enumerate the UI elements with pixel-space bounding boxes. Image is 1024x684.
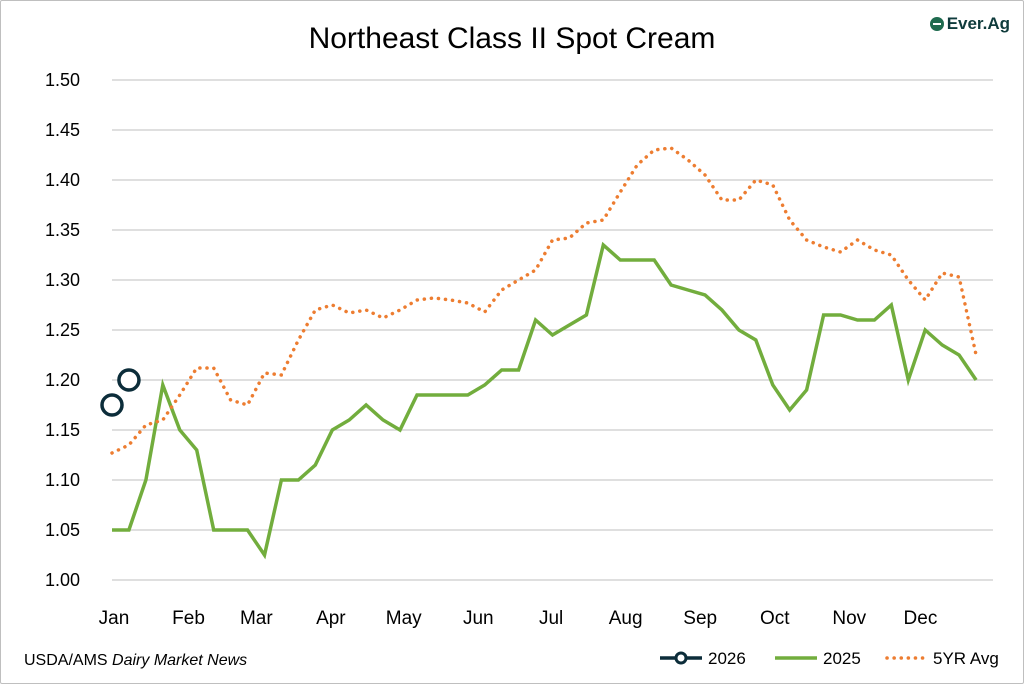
y-tick-label: 1.40 [45, 170, 80, 190]
x-tick-label: Jul [539, 608, 563, 629]
source-prefix: USDA/AMS [24, 652, 108, 669]
x-tick-label: Feb [172, 608, 205, 629]
x-tick-label: Oct [760, 608, 790, 629]
x-tick-label: Dec [904, 608, 938, 629]
y-tick-label: 1.00 [45, 570, 80, 590]
y-tick-label: 1.50 [45, 70, 80, 90]
series-line-5yr-avg [110, 146, 978, 455]
y-tick-label: 1.15 [45, 420, 80, 440]
legend-marker-2026 [674, 651, 688, 665]
y-tick-label: 1.10 [45, 470, 80, 490]
x-tick-label: Mar [240, 608, 273, 629]
legend-label: 5YR Avg [933, 649, 999, 668]
chart-title: Northeast Class II Spot Cream [309, 22, 716, 55]
leaf-logo-icon [929, 17, 944, 31]
y-tick-label: 1.05 [45, 520, 80, 540]
x-tick-label: Aug [609, 608, 643, 629]
x-tick-label: Apr [316, 608, 346, 629]
x-tick-label: Jan [99, 608, 130, 629]
legend-label: 2025 [823, 649, 861, 668]
y-tick-label: 1.30 [45, 270, 80, 290]
y-tick-label: 1.45 [45, 120, 80, 140]
y-tick-label: 1.35 [45, 220, 80, 240]
series-point-2026 [100, 393, 124, 417]
x-tick-label: Jun [463, 608, 494, 629]
x-tick-label: Sep [683, 608, 717, 629]
x-tick-label: Nov [832, 608, 866, 629]
source-note: USDA/AMS Dairy Market News [24, 652, 247, 670]
y-tick-label: 1.25 [45, 320, 80, 340]
brand-logo-text: Ever.Ag [946, 14, 1010, 33]
x-tick-label: May [386, 608, 422, 629]
legend-label: 2026 [708, 649, 746, 668]
series-line-2025 [112, 241, 978, 560]
y-tick-label: 1.20 [45, 370, 80, 390]
series-point-2026 [117, 368, 141, 392]
source-publication: Dairy Market News [112, 652, 248, 669]
brand-logo: Ever.Ag [929, 14, 1010, 34]
